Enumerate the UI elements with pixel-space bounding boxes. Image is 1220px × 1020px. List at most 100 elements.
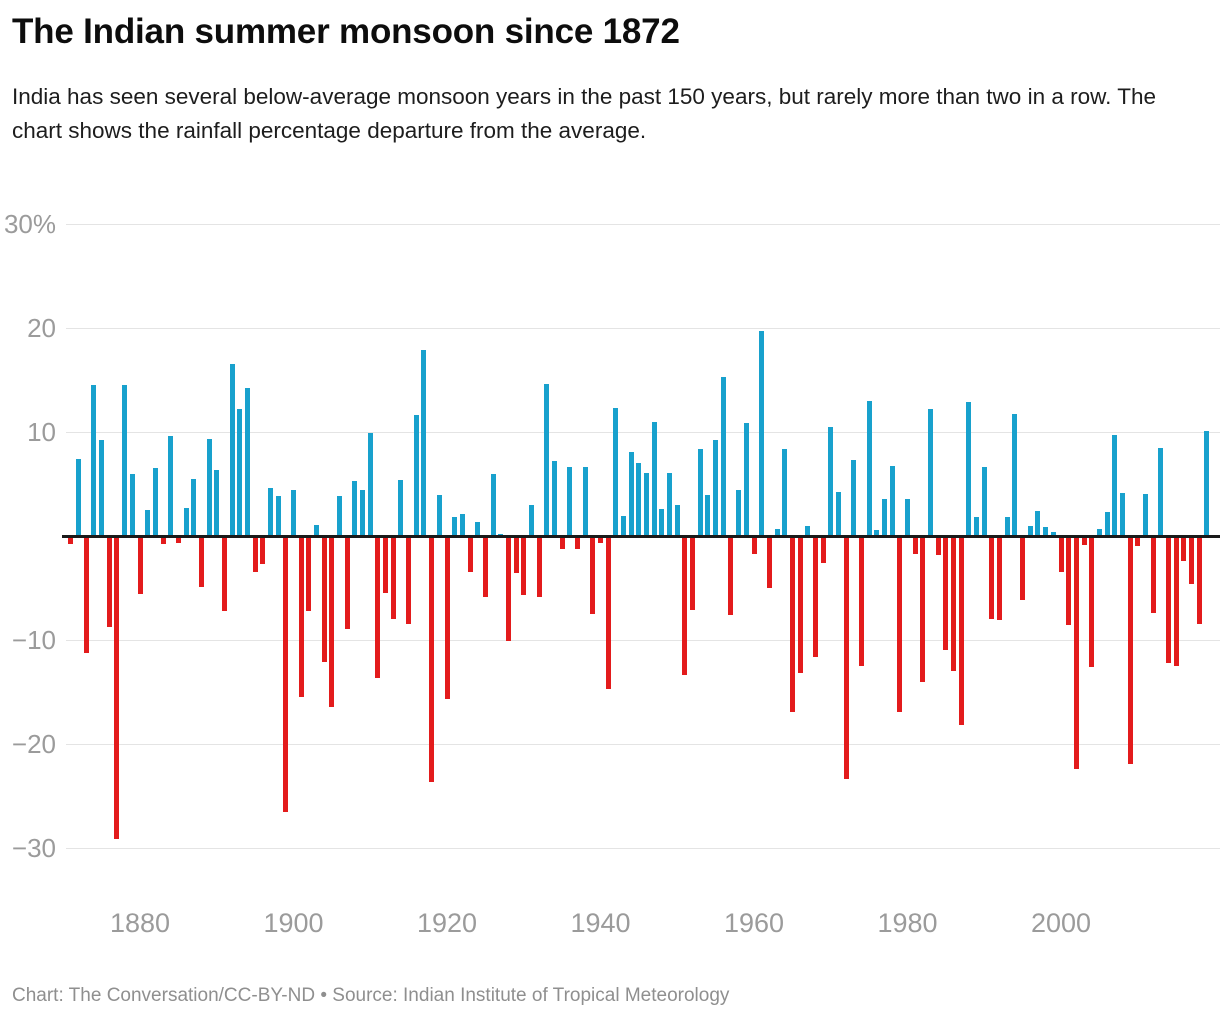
bar-1991 <box>989 537 995 620</box>
bar-1933 <box>544 384 550 536</box>
bar-1955 <box>713 440 719 536</box>
bar-1913 <box>390 537 396 620</box>
bar-1957 <box>728 537 734 615</box>
bar-1979 <box>897 537 903 712</box>
bar-1912 <box>383 537 389 594</box>
bar-1971 <box>835 492 841 536</box>
x-axis-tick-label-2000: 2000 <box>1030 908 1092 938</box>
bar-2014 <box>1165 537 1171 663</box>
bar-1984 <box>935 537 941 555</box>
bar-1983 <box>928 409 934 536</box>
bar-1972 <box>843 537 849 780</box>
bar-1898 <box>275 496 281 536</box>
bar-1895 <box>252 537 258 573</box>
y-axis-tick-label-10: 10 <box>27 417 56 447</box>
y-axis-tick-label-20: 20 <box>27 313 56 343</box>
bar-1954 <box>705 495 711 536</box>
bar-1894 <box>244 388 250 536</box>
bar-1900 <box>291 490 296 536</box>
bar-1921 <box>452 517 458 536</box>
bar-1965 <box>789 537 795 712</box>
bar-1878 <box>122 385 128 536</box>
bar-1920 <box>444 537 450 700</box>
bar-2011 <box>1142 494 1148 536</box>
bar-1950 <box>674 504 680 536</box>
bar-1907 <box>344 537 350 629</box>
chart-subtitle: India has seen several below-average mon… <box>12 84 1156 143</box>
bar-1871 <box>68 537 74 545</box>
y-axis-tick-label-30: 30% <box>3 209 56 239</box>
bar-1901 <box>298 537 304 698</box>
bar-1998 <box>1043 526 1049 536</box>
bar-1940 <box>598 537 603 544</box>
bar-2006 <box>1104 512 1110 536</box>
bar-1985 <box>943 537 949 651</box>
bar-1876 <box>106 537 112 628</box>
bar-1931 <box>528 504 534 536</box>
x-axis-tick-label-1920: 1920 <box>416 908 478 938</box>
bar-1914 <box>398 479 404 536</box>
bar-2019 <box>1204 430 1210 536</box>
bar-1925 <box>482 537 488 598</box>
bar-1891 <box>221 537 227 611</box>
bar-1896 <box>260 537 266 565</box>
bar-1938 <box>582 467 588 536</box>
bar-1880 <box>137 537 143 595</box>
bar-1877 <box>114 537 120 839</box>
bar-1883 <box>160 537 166 545</box>
bar-1910 <box>367 433 373 536</box>
bar-1926 <box>490 473 496 536</box>
bar-1886 <box>183 507 189 536</box>
bar-1917 <box>421 349 427 536</box>
bar-1892 <box>229 364 235 536</box>
bar-1874 <box>91 385 97 536</box>
bar-1999 <box>1050 531 1056 536</box>
bar-1941 <box>605 537 611 689</box>
bar-1948 <box>659 508 665 536</box>
bar-1893 <box>237 409 243 536</box>
bar-1956 <box>720 376 726 536</box>
zero-baseline <box>62 534 1220 538</box>
bar-2003 <box>1081 537 1087 546</box>
bar-1888 <box>198 537 204 587</box>
bar-1953 <box>697 448 703 536</box>
bar-1875 <box>99 440 105 536</box>
y-axis-tick-label--10: −10 <box>11 625 56 655</box>
bar-1942 <box>613 408 619 536</box>
bar-1977 <box>881 498 887 536</box>
source-credit-line: Chart: The Conversation/CC-BY-ND • Sourc… <box>12 985 730 1006</box>
bar-1882 <box>152 468 158 536</box>
x-axis-tick-label-1960: 1960 <box>723 908 785 938</box>
bar-1970 <box>828 426 834 536</box>
bar-1904 <box>321 537 327 662</box>
bar-2010 <box>1135 537 1141 547</box>
bar-1932 <box>536 537 542 598</box>
bar-2004 <box>1089 537 1095 667</box>
bar-1905 <box>329 537 335 707</box>
bar-1906 <box>337 496 343 536</box>
bar-1962 <box>766 537 772 588</box>
bar-1969 <box>820 537 826 563</box>
bar-1922 <box>459 514 465 536</box>
bar-1988 <box>966 401 972 536</box>
bar-1959 <box>743 422 749 536</box>
bar-1881 <box>145 510 151 536</box>
bar-2000 <box>1058 537 1064 573</box>
bar-1986 <box>951 537 957 672</box>
bar-2016 <box>1181 537 1187 561</box>
bar-1924 <box>475 522 481 536</box>
bar-1945 <box>636 463 642 536</box>
gridline--20 <box>66 743 1220 745</box>
bar-1995 <box>1020 537 1026 601</box>
gridline-20 <box>66 327 1220 329</box>
bar-1943 <box>621 516 627 536</box>
gridline-10 <box>66 431 1220 433</box>
bar-1946 <box>644 472 650 536</box>
bar-1960 <box>751 537 757 554</box>
bar-2013 <box>1158 447 1164 536</box>
bar-1992 <box>997 537 1003 621</box>
bar-1990 <box>981 467 987 536</box>
bar-1929 <box>513 537 519 574</box>
